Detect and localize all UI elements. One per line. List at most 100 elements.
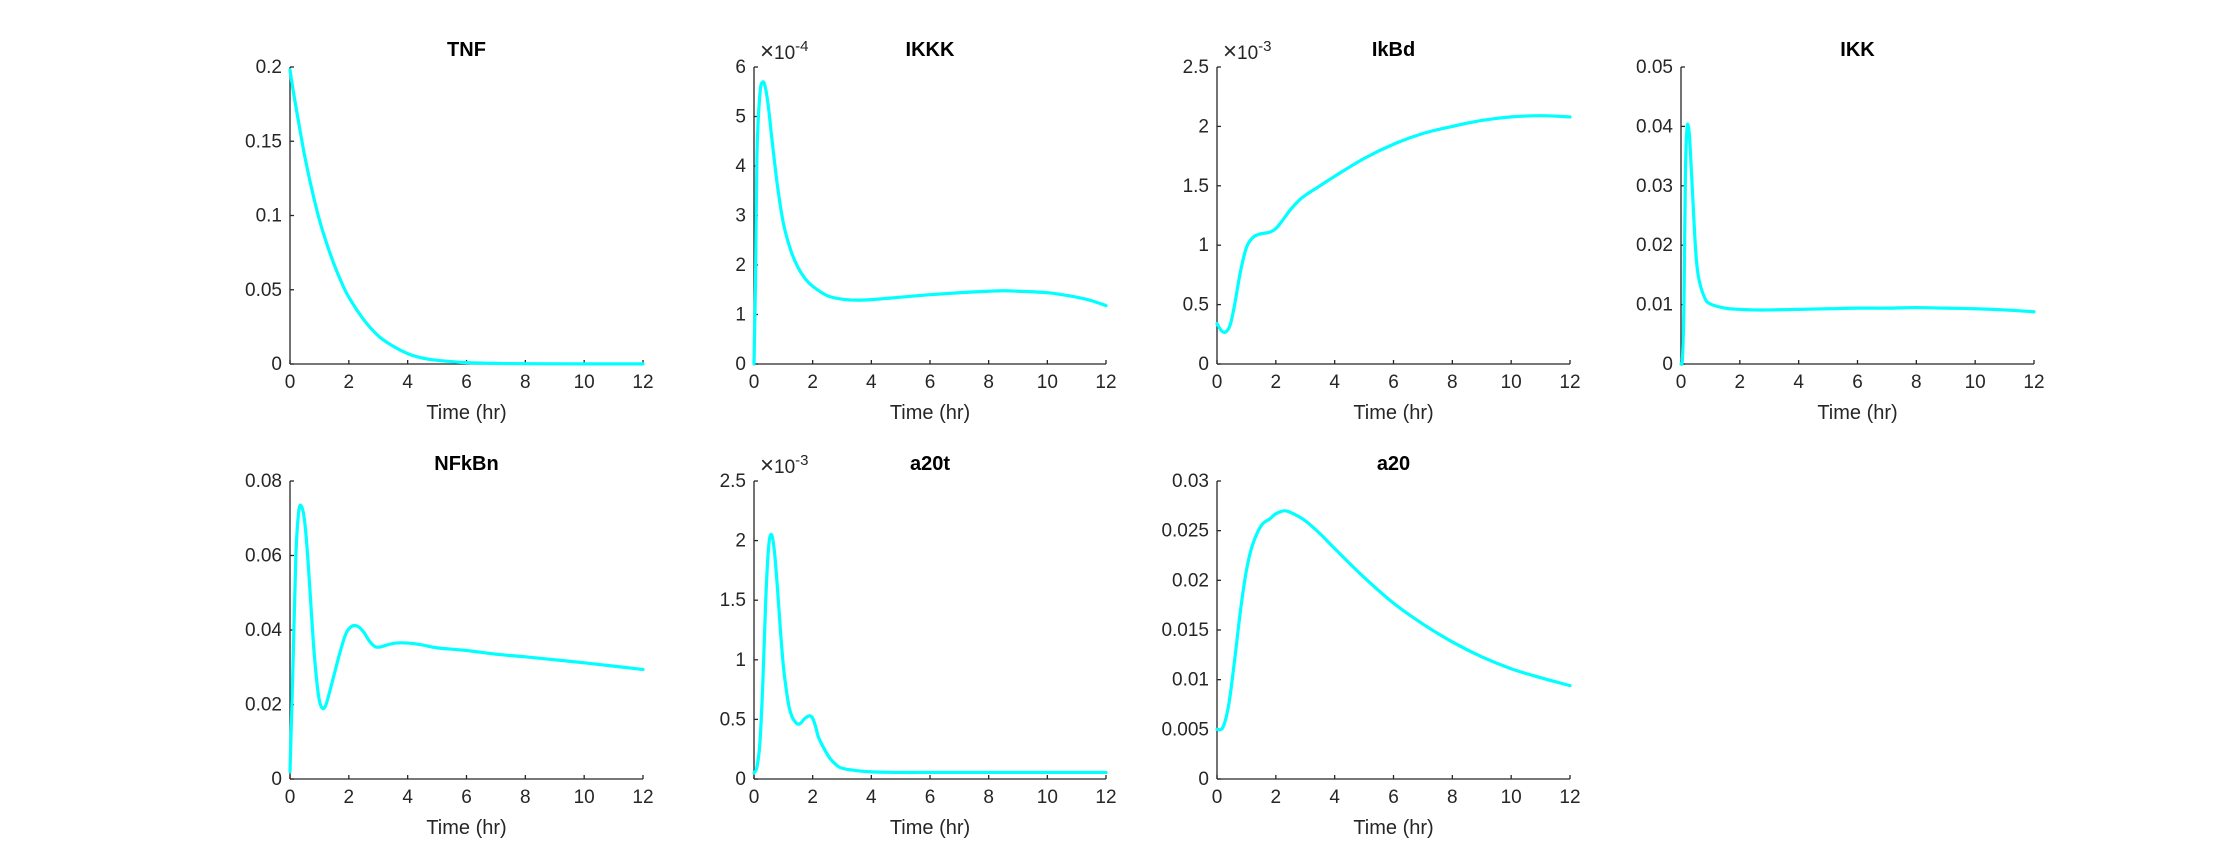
- y-tick-label: 0.025: [1161, 521, 1209, 542]
- x-tick-label: 6: [925, 787, 936, 808]
- x-tick-label: 12: [1095, 372, 1116, 393]
- subplot-title: a20: [1377, 453, 1410, 475]
- x-tick-label: 10: [1037, 787, 1058, 808]
- y-tick-label: 0.03: [1172, 471, 1209, 492]
- x-axis-label: Time (hr): [426, 817, 506, 839]
- x-tick-label: 12: [632, 372, 653, 393]
- y-tick-label: 2.5: [1183, 57, 1209, 78]
- x-tick-label: 6: [1852, 372, 1863, 393]
- x-tick-label: 10: [1965, 372, 1986, 393]
- x-tick-label: 2: [1271, 372, 1282, 393]
- axis-exponent-label: ×10-3: [760, 452, 809, 479]
- x-axis-label: Time (hr): [426, 402, 506, 424]
- x-tick-label: 10: [1501, 372, 1522, 393]
- x-tick-label: 2: [807, 787, 818, 808]
- x-tick-label: 0: [1212, 372, 1223, 393]
- axis-exponent-label: ×10-3: [1223, 38, 1272, 65]
- y-tick-label: 0.08: [245, 471, 282, 492]
- y-tick-label: 2: [735, 255, 746, 276]
- y-tick-label: 2.5: [720, 471, 746, 492]
- x-tick-label: 4: [1329, 372, 1340, 393]
- x-tick-label: 12: [632, 787, 653, 808]
- y-tick-label: 0.2: [256, 57, 282, 78]
- series-line-ikkk: [752, 80, 1108, 366]
- series-line-ikk: [1679, 122, 2036, 366]
- subplot-ikbd: 0 2 4 6 8 10 12 0 0.5 1 1.5 2 2.5 ×10-3 IkBd Time (hr): [1183, 38, 1581, 424]
- y-tick-label: 0.04: [1636, 116, 1673, 137]
- series-line-a20t: [752, 532, 1108, 775]
- x-tick-label: 6: [1388, 787, 1399, 808]
- x-tick-label: 2: [344, 372, 355, 393]
- subplot-a20t: 0 2 4 6 8 10 12 0 0.5 1 1.5 2 2.5 ×10-3 a20t Time (hr): [720, 452, 1117, 839]
- x-axis-label: Time (hr): [1817, 402, 1897, 424]
- y-tick-label: 0.015: [1161, 620, 1209, 641]
- subplot-nfkbn: 0 2 4 6 8 10 12 0 0.02 0.04 0.06 0.08 NFkBn Time (hr): [245, 453, 654, 839]
- y-tick-label: 3: [735, 206, 746, 227]
- x-tick-label: 2: [344, 787, 355, 808]
- x-axis-label: Time (hr): [1353, 817, 1433, 839]
- x-tick-label: 0: [749, 787, 760, 808]
- subplot-title: IKK: [1840, 39, 1875, 61]
- y-tick-label: 0.02: [1636, 235, 1673, 256]
- x-axis-label: Time (hr): [1353, 402, 1433, 424]
- y-tick-label: 0: [271, 354, 282, 375]
- x-axis-label: Time (hr): [890, 402, 970, 424]
- y-tick-label: 0.04: [245, 620, 282, 641]
- x-tick-label: 10: [1037, 372, 1058, 393]
- subplot-tnf: 0 2 4 6 8 10 12 0 0.05 0.1 0.15 0.2 TNF Time (hr): [245, 39, 654, 424]
- x-tick-label: 4: [866, 372, 877, 393]
- y-tick-label: 1: [735, 305, 746, 326]
- y-tick-label: 0.15: [245, 131, 282, 152]
- x-tick-label: 6: [461, 787, 472, 808]
- x-tick-label: 0: [285, 372, 296, 393]
- y-tick-label: 2: [1198, 116, 1209, 137]
- x-tick-label: 0: [1676, 372, 1687, 393]
- y-tick-label: 0.005: [1161, 719, 1209, 740]
- x-tick-label: 12: [1559, 787, 1580, 808]
- y-tick-label: 5: [735, 107, 746, 128]
- y-tick-label: 0: [1198, 354, 1209, 375]
- x-tick-label: 6: [925, 372, 936, 393]
- subplot-title: NFkBn: [434, 453, 498, 475]
- y-tick-label: 0.5: [1183, 295, 1209, 316]
- series-line-nfkbn: [288, 503, 645, 774]
- y-tick-label: 0.5: [720, 709, 746, 730]
- subplot-title: a20t: [910, 453, 950, 475]
- axis-exponent-label: ×10-4: [760, 38, 809, 65]
- x-tick-label: 4: [402, 372, 413, 393]
- y-tick-label: 1: [1198, 235, 1209, 256]
- y-tick-label: 0: [1198, 769, 1209, 790]
- y-tick-label: 0.06: [245, 546, 282, 567]
- subplot-title: IKKK: [906, 39, 955, 61]
- y-tick-label: 1.5: [720, 590, 746, 611]
- x-tick-label: 10: [574, 372, 595, 393]
- y-tick-label: 0: [1662, 354, 1673, 375]
- y-tick-label: 1.5: [1183, 176, 1209, 197]
- y-tick-label: 0.02: [1172, 570, 1209, 591]
- x-tick-label: 2: [1271, 787, 1282, 808]
- x-tick-label: 12: [1559, 372, 1580, 393]
- x-tick-label: 2: [1735, 372, 1746, 393]
- x-tick-label: 8: [983, 787, 994, 808]
- x-tick-label: 6: [1388, 372, 1399, 393]
- x-tick-label: 4: [1329, 787, 1340, 808]
- x-tick-label: 8: [983, 372, 994, 393]
- x-tick-label: 0: [1212, 787, 1223, 808]
- subplot-a20: 0 2 4 6 8 10 12 0 0.005 0.01 0.015 0.02 0.025 0.03 a20…: [1161, 453, 1580, 839]
- y-tick-label: 0: [735, 769, 746, 790]
- y-tick-label: 0.05: [1636, 57, 1673, 78]
- x-tick-label: 8: [1911, 372, 1922, 393]
- y-tick-label: 0.1: [256, 206, 282, 227]
- x-tick-label: 12: [2023, 372, 2044, 393]
- series-line-a20: [1215, 509, 1572, 732]
- x-tick-label: 12: [1095, 787, 1116, 808]
- y-tick-label: 2: [735, 531, 746, 552]
- x-tick-label: 8: [520, 372, 531, 393]
- x-axis-label: Time (hr): [890, 817, 970, 839]
- x-tick-label: 0: [749, 372, 760, 393]
- y-tick-label: 1: [735, 650, 746, 671]
- x-tick-label: 0: [285, 787, 296, 808]
- x-tick-label: 6: [461, 372, 472, 393]
